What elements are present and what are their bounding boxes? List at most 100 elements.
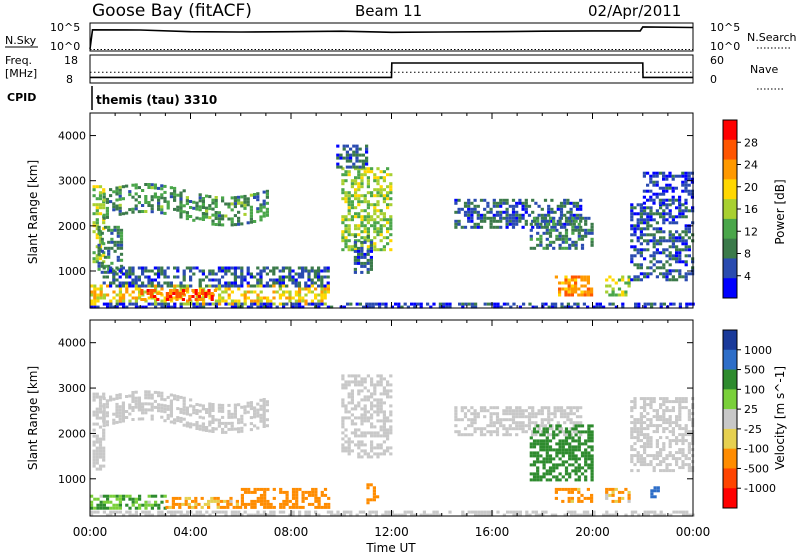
data-cell <box>345 165 349 169</box>
data-cell <box>400 513 404 517</box>
data-cell <box>492 213 496 217</box>
data-cell <box>134 402 138 406</box>
data-cell <box>211 427 215 430</box>
data-cell <box>118 408 122 412</box>
data-cell <box>246 200 250 204</box>
data-cell <box>536 430 540 434</box>
data-cell <box>643 445 647 449</box>
data-cell <box>109 200 113 204</box>
data-cell <box>125 275 129 279</box>
data-cell <box>272 269 276 273</box>
data-cell <box>550 219 554 223</box>
data-cell <box>122 305 126 309</box>
data-cell <box>175 502 179 506</box>
data-cell <box>357 197 361 201</box>
data-cell <box>366 234 370 238</box>
data-cell <box>646 198 650 202</box>
data-cell <box>473 210 477 214</box>
data-cell <box>169 414 173 418</box>
data-cell <box>568 216 572 220</box>
data-cell <box>92 251 96 255</box>
data-cell <box>624 293 628 297</box>
data-cell <box>175 295 179 298</box>
colorbar-tick-label: 4 <box>744 270 751 283</box>
data-cell <box>357 404 361 408</box>
data-cell <box>649 195 653 199</box>
data-cell <box>558 243 562 247</box>
data-cell <box>102 415 106 419</box>
data-cell <box>360 383 364 387</box>
data-cell <box>200 505 204 509</box>
data-cell <box>214 196 218 199</box>
data-cell <box>353 255 357 259</box>
data-cell <box>567 490 571 494</box>
data-cell <box>92 464 96 468</box>
data-cell <box>662 403 666 407</box>
data-cell <box>630 460 634 464</box>
data-cell <box>182 189 186 193</box>
data-cell <box>633 230 637 234</box>
data-cell <box>572 204 576 208</box>
data-cell <box>511 409 516 413</box>
data-cell <box>649 406 653 410</box>
data-cell <box>285 502 289 506</box>
data-cell <box>370 401 374 405</box>
data-cell <box>169 411 173 415</box>
data-cell <box>570 305 574 309</box>
data-cell <box>246 197 250 201</box>
data-cell <box>636 436 640 440</box>
data-cell <box>542 466 546 470</box>
data-cell <box>376 182 380 186</box>
data-cell <box>350 395 354 399</box>
data-cell <box>636 418 640 422</box>
data-cell <box>570 278 574 282</box>
data-cell <box>173 296 177 300</box>
data-cell <box>361 153 365 157</box>
data-cell <box>102 500 106 504</box>
data-cell <box>639 215 643 219</box>
data-cell <box>243 203 247 207</box>
data-cell <box>659 510 663 514</box>
data-cell <box>102 418 106 422</box>
data-cell <box>214 299 218 303</box>
data-cell <box>360 209 364 213</box>
data-cell <box>109 188 113 192</box>
data-cell <box>681 248 685 252</box>
data-cell <box>214 418 218 422</box>
data-cell <box>508 409 512 413</box>
data-cell <box>131 418 135 421</box>
data-cell <box>323 287 327 291</box>
data-cell <box>97 231 101 235</box>
data-cell <box>671 198 675 202</box>
data-cell <box>584 448 588 452</box>
data-cell <box>590 240 594 244</box>
data-cell <box>470 207 474 211</box>
data-cell <box>508 204 512 208</box>
data-cell <box>636 227 640 231</box>
data-cell <box>298 505 302 509</box>
data-cell <box>579 219 583 223</box>
data-cell <box>134 399 138 403</box>
data-cell <box>107 264 111 268</box>
data-cell <box>189 284 193 288</box>
data-cell <box>547 210 551 214</box>
data-cell <box>386 416 390 420</box>
data-cell <box>150 183 154 187</box>
data-cell <box>243 194 247 198</box>
data-cell <box>558 231 562 235</box>
data-cell <box>99 287 103 291</box>
data-cell <box>630 406 634 410</box>
data-cell <box>233 275 237 279</box>
data-cell <box>210 298 214 301</box>
data-cell <box>668 272 672 276</box>
data-cell <box>372 492 376 496</box>
data-cell <box>536 442 540 446</box>
data-cell <box>326 305 330 309</box>
data-cell <box>671 257 675 261</box>
data-cell <box>115 411 119 415</box>
data-cell <box>470 213 474 217</box>
data-cell <box>368 510 372 514</box>
data-cell <box>379 218 383 222</box>
data-cell <box>384 510 388 514</box>
data-cell <box>492 198 496 202</box>
